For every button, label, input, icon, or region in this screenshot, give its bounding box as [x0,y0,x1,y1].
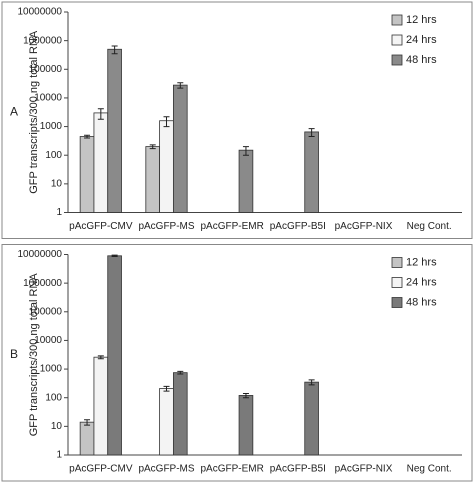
y-tick-label: 100000 [29,64,63,75]
bar [93,112,109,213]
legend-swatch [391,34,403,46]
panel-border [1,1,473,239]
error-bar [177,82,184,89]
panel-label: B [10,347,18,361]
bar [172,84,188,213]
x-tick-label: pAcGFP-CMV [69,221,133,232]
y-tick-label: 10000 [34,335,62,346]
bar [79,136,95,213]
x-tick-label: pAcGFP-B5I [270,221,326,232]
x-tick-label: pAcGFP-NIX [335,464,393,475]
error-bar [84,134,91,139]
y-axis-label: GFP transcripts/300 ng total RNA [28,30,40,194]
error-bar [111,45,118,55]
legend-swatch [391,54,403,66]
bar [159,120,174,213]
bar [107,255,122,456]
x-tick-label: pAcGFP-B5I [270,464,326,475]
bar [145,146,161,213]
error-bar [97,355,104,360]
y-tick-label: 10000 [34,93,62,104]
y-tick-label: 100 [45,392,62,403]
y-tick-label: 10 [51,178,63,189]
bar [107,48,122,213]
error-bar [97,108,104,120]
x-tick-label: pAcGFP-EMR [200,464,263,475]
x-tick-label: pAcGFP-MS [138,221,194,232]
y-tick-label: 1 [56,450,62,461]
chart-panel: A GFP transcripts/300 ng total RNA 1 10 100 1… [1,1,473,239]
x-tick-label: pAcGFP-MS [138,464,194,475]
chart-panel: B GFP transcripts/300 ng total RNA 1 10 100 1… [1,244,473,482]
legend-swatch [391,14,403,26]
error-bar [177,370,184,375]
bar [238,149,254,213]
panel-label: A [10,104,18,118]
x-tick-label: pAcGFP-NIX [335,221,393,232]
legend-label: 24 hrs [406,34,437,46]
error-bar [308,128,315,138]
y-tick-label: 1000 [40,121,63,132]
panel-border [1,244,473,482]
y-tick-label: 100 [45,150,62,161]
error-bar [149,144,156,150]
bar [159,388,174,456]
error-bar [84,419,91,426]
bar [93,356,109,456]
y-tick-label: 10000000 [18,7,63,18]
bar [304,381,319,456]
legend-label: 24 hrs [406,276,437,288]
legend-label: 12 hrs [406,256,437,268]
error-bar [242,146,249,156]
legend-swatch [391,297,403,308]
legend-label: 12 hrs [406,14,437,26]
legend-swatch [391,257,403,268]
bar [238,395,254,456]
error-bar [242,393,249,399]
y-tick-label: 1 [56,207,62,218]
bar [172,372,188,456]
error-bar [111,254,118,258]
x-tick-label: Neg Cont. [407,464,452,475]
x-tick-label: pAcGFP-EMR [200,221,263,232]
y-tick-label: 1000000 [23,35,62,46]
y-tick-label: 100000 [29,306,63,317]
y-axis-label: GFP transcripts/300 ng total RNA [28,273,40,437]
y-tick-label: 10000000 [18,249,63,260]
legend-label: 48 hrs [406,296,437,308]
error-bar [163,116,170,128]
x-tick-label: Neg Cont. [407,221,452,232]
error-bar [163,385,170,392]
y-tick-label: 1000 [40,364,63,375]
legend-swatch [391,277,403,288]
legend-label: 48 hrs [406,54,437,66]
bar [304,131,319,213]
error-bar [308,379,315,386]
y-tick-label: 10 [51,421,63,432]
x-tick-label: pAcGFP-CMV [69,464,133,475]
y-tick-label: 1000000 [23,278,62,289]
bar [79,421,95,456]
